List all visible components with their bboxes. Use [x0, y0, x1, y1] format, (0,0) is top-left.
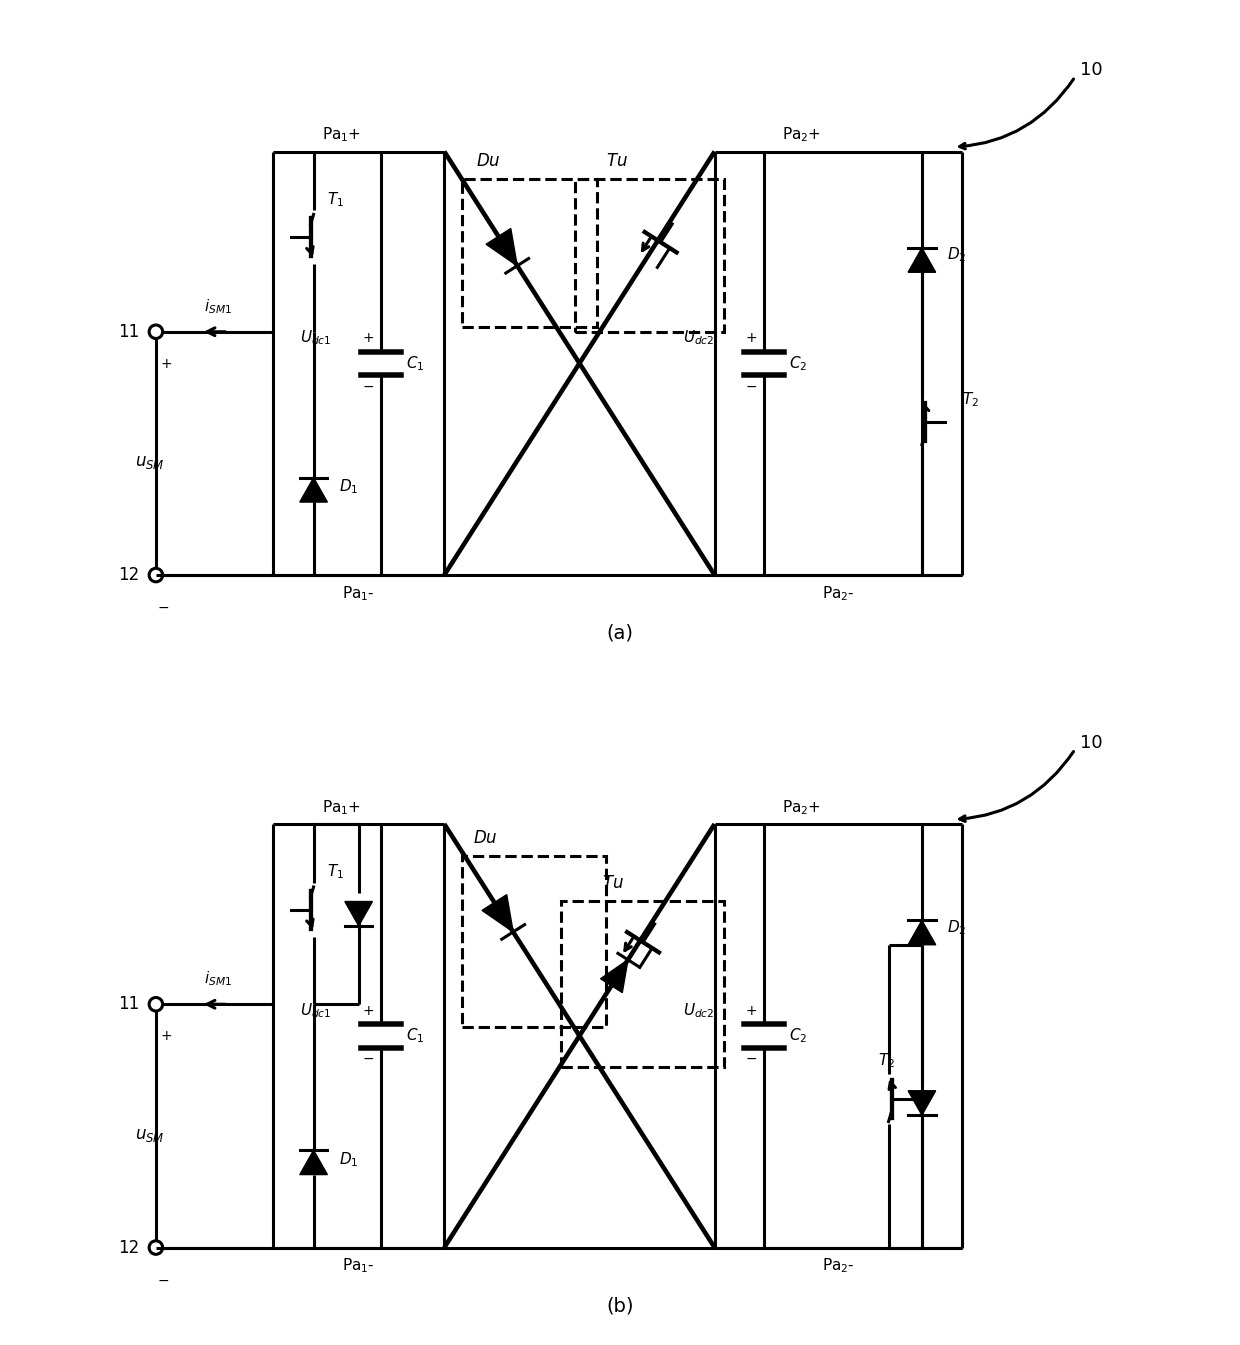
Text: $T_2$: $T_2$	[878, 1052, 895, 1071]
Text: $T_1$: $T_1$	[327, 862, 345, 881]
Bar	[575, 179, 724, 332]
Text: $-$: $-$	[156, 600, 169, 615]
Text: Pa$_2$+: Pa$_2$+	[782, 798, 821, 816]
Text: $T_2$: $T_2$	[962, 390, 980, 409]
Text: Pa$_1$-: Pa$_1$-	[342, 584, 374, 603]
Polygon shape	[486, 229, 517, 266]
Text: +: +	[362, 1003, 374, 1018]
Text: $D_2$: $D_2$	[947, 919, 966, 937]
Text: Pa$_2$-: Pa$_2$-	[822, 584, 854, 603]
Text: $C_1$: $C_1$	[407, 354, 425, 373]
Polygon shape	[600, 960, 627, 993]
Polygon shape	[482, 894, 513, 932]
Text: $-$: $-$	[745, 379, 756, 393]
Text: 11: 11	[118, 995, 140, 1013]
Text: (b): (b)	[606, 1297, 634, 1315]
Text: $C_1$: $C_1$	[407, 1026, 425, 1045]
Text: $-$: $-$	[745, 1052, 756, 1065]
Text: $U_{dc1}$: $U_{dc1}$	[300, 328, 331, 347]
Text: 10: 10	[1080, 62, 1102, 79]
Text: +: +	[745, 1003, 756, 1018]
Text: 12: 12	[118, 1239, 140, 1256]
Text: $-$: $-$	[362, 379, 374, 393]
Text: 12: 12	[118, 566, 140, 584]
Text: $Tu$: $Tu$	[606, 152, 629, 169]
Text: Pa$_1$+: Pa$_1$+	[322, 798, 361, 816]
Text: $D_2$: $D_2$	[947, 246, 966, 265]
Bar	[562, 901, 724, 1068]
Bar	[463, 179, 598, 327]
Text: +: +	[160, 356, 172, 371]
Text: $D_1$: $D_1$	[339, 1150, 358, 1169]
Text: Pa$_1$-: Pa$_1$-	[342, 1256, 374, 1275]
Polygon shape	[345, 901, 372, 925]
Polygon shape	[908, 920, 936, 944]
Text: $C_2$: $C_2$	[790, 354, 807, 373]
Text: $-$: $-$	[362, 1052, 374, 1065]
Text: $Tu$: $Tu$	[601, 874, 624, 892]
Text: $u_{SM}$: $u_{SM}$	[135, 1126, 165, 1143]
Text: $Du$: $Du$	[476, 152, 501, 169]
Text: $C_2$: $C_2$	[790, 1026, 807, 1045]
Text: +: +	[745, 331, 756, 346]
Text: +: +	[160, 1029, 172, 1044]
Text: $Du$: $Du$	[474, 829, 497, 846]
Text: $D_1$: $D_1$	[339, 477, 358, 496]
Polygon shape	[300, 477, 327, 502]
Bar	[463, 855, 606, 1026]
Polygon shape	[908, 247, 936, 272]
Text: Pa$_2$-: Pa$_2$-	[822, 1256, 854, 1275]
Polygon shape	[300, 1150, 327, 1174]
Text: (a): (a)	[606, 624, 634, 643]
Text: 11: 11	[118, 323, 140, 340]
Text: Pa$_1$+: Pa$_1$+	[322, 125, 361, 144]
Text: $i_{SM1}$: $i_{SM1}$	[203, 297, 232, 316]
Text: $-$: $-$	[156, 1272, 169, 1287]
Text: $u_{SM}$: $u_{SM}$	[135, 453, 165, 471]
Text: $U_{dc1}$: $U_{dc1}$	[300, 1001, 331, 1020]
Text: $U_{dc2}$: $U_{dc2}$	[683, 328, 714, 347]
Text: $U_{dc2}$: $U_{dc2}$	[683, 1001, 714, 1020]
Text: Pa$_2$+: Pa$_2$+	[782, 125, 821, 144]
Text: $i_{SM1}$: $i_{SM1}$	[203, 970, 232, 989]
Text: +: +	[362, 331, 374, 346]
Polygon shape	[908, 1091, 936, 1115]
Text: 10: 10	[1080, 734, 1102, 752]
Text: $T_1$: $T_1$	[327, 190, 345, 208]
